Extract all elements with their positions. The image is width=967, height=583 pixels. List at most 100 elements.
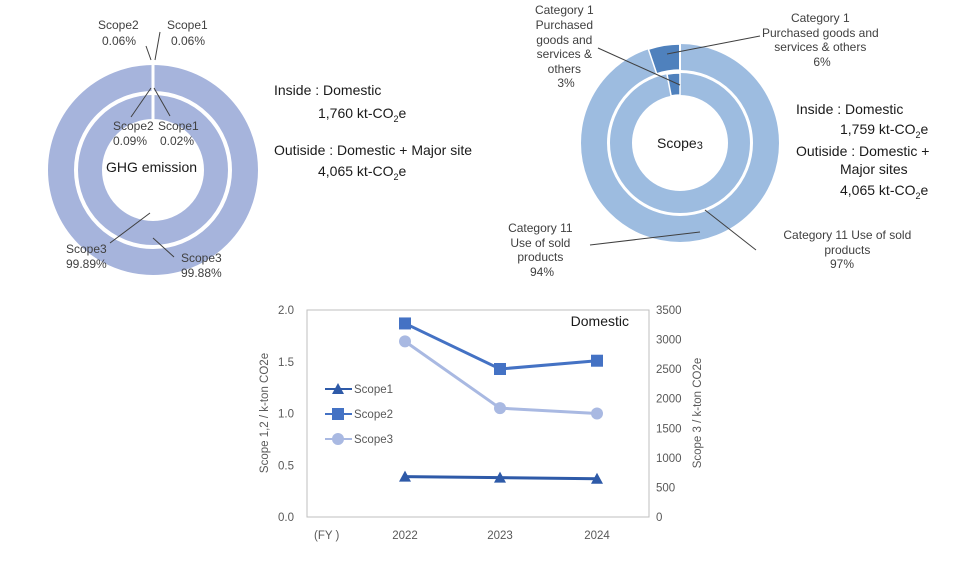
ghg-leader-inner-scope2 <box>130 87 152 118</box>
s3-cat11-inner-line4: 94% <box>530 265 554 279</box>
ghg-inner-scope1-pct: 0.02% <box>160 134 194 148</box>
right-tick-label: 3500 <box>656 305 682 317</box>
chart-title: Domestic <box>571 313 629 329</box>
s3-outside-title-2: Major sites <box>840 161 908 177</box>
s3-cat1-inner-line2: Purchased <box>536 18 593 32</box>
s3-outside-value: 4,065 kt-CO2e <box>840 182 929 201</box>
point-scope3 <box>591 407 603 420</box>
s3-inside-tail: e <box>921 121 929 137</box>
ghg-leader-inner-scope1 <box>153 87 171 117</box>
s3-cat11-outer-line1: Category 11 Use of sold <box>783 228 911 242</box>
legend: Scope1 Scope2 Scope3 <box>325 383 393 446</box>
right-tick-label: 2000 <box>656 394 682 406</box>
s3-cat1-inner-line5: others <box>548 62 581 76</box>
right-tick-label: 0 <box>656 512 662 524</box>
ghg-center-label: GHG emission <box>106 159 197 175</box>
s3-cat1-inner-label: Category 1 Purchased goods and services … <box>535 3 597 90</box>
ghg-donut: Scope2 0.06% Scope1 0.06% Scope2 0.09% S… <box>48 18 258 280</box>
right-tick-label: 3000 <box>656 335 682 347</box>
right-tick-label: 500 <box>656 482 675 494</box>
ghg-outside-value-num: 4,065 kt-CO <box>318 163 394 179</box>
ghg-outer-scope1-name: Scope1 <box>167 18 208 32</box>
plot-area-frame <box>306 309 650 518</box>
ghg-outer-scope3-pct: 99.88% <box>181 266 222 280</box>
ghg-leader-outer-scope3 <box>152 237 175 258</box>
s3-cat11-inner-line3: products <box>517 250 563 264</box>
right-tick-label: 2500 <box>656 364 682 376</box>
s3-outside-sub: 2 <box>915 191 920 201</box>
ghg-inside-sub: 2 <box>393 114 398 124</box>
ghg-outside-sub: 2 <box>393 172 398 182</box>
s3-center-sub: 3 <box>697 140 703 152</box>
ghg-outer-scope2-pct: 0.06% <box>102 34 136 48</box>
left-tick-label: 1.5 <box>278 357 294 369</box>
x-tick-label: 2023 <box>487 530 513 542</box>
right-tick-label: 1000 <box>656 453 682 465</box>
s3-leader-cat11-inner <box>589 231 701 246</box>
ghg-inside-value-num: 1,760 kt-CO <box>318 105 394 121</box>
ghg-outside-tail: e <box>399 163 407 179</box>
s3-inside-value: 1,759 kt-CO2e <box>840 121 929 140</box>
y-axis-left-label: Scope 1,2 / k-ton CO2e <box>259 353 271 473</box>
left-tick-label: 2.0 <box>278 305 294 317</box>
point-scope3 <box>399 335 411 348</box>
x-tick-label: 2022 <box>392 530 418 542</box>
s3-leader-cat1-outer <box>666 35 761 55</box>
ghg-outside-title: Outiside : Domestic + Major site <box>274 142 472 158</box>
ghg-leader-outer-scope1 <box>154 31 161 61</box>
s3-inside-value-num: 1,759 kt-CO <box>840 121 916 137</box>
s3-cat1-inner-line6: 3% <box>557 76 575 90</box>
s3-cat1-inner-line4: services & <box>537 47 592 61</box>
ghg-outside-value: 4,065 kt-CO2e <box>318 163 407 182</box>
point-scope1 <box>399 470 411 482</box>
s3-cat1-inner-line1: Category 1 <box>535 3 594 17</box>
s3-cat11-inner-label: Category 11 Use of sold products 94% <box>508 221 576 279</box>
ghg-totals: Inside : Domestic 1,760 kt-CO2e Outiside… <box>274 82 472 182</box>
s3-cat1-outer-line2: Purchased goods and <box>762 26 879 40</box>
s3-cat1-inner-line3: goods and <box>536 33 592 47</box>
legend-marker-scope2 <box>332 408 344 420</box>
ghg-inside-value: 1,760 kt-CO2e <box>318 105 407 124</box>
s3-cat11-inner-line1: Category 11 <box>508 221 573 235</box>
ghg-leader-inner-scope3 <box>109 212 151 244</box>
s3-cat11-outer-line2: products <box>824 243 870 257</box>
s3-leader-cat11-outer <box>704 209 757 251</box>
point-scope2 <box>494 362 506 375</box>
left-tick-label: 0.5 <box>278 460 294 472</box>
point-scope1 <box>591 472 603 484</box>
legend-marker-scope1 <box>332 383 344 394</box>
right-axis-ticks: 0 500 1000 1500 2000 2500 3000 3500 <box>656 305 682 524</box>
ghg-inner-scope2-name: Scope2 <box>113 119 154 133</box>
line-chart: Domestic 0.0 0.5 1.0 1.5 2.0 0 500 1000 1500 200… <box>259 305 704 542</box>
s3-outside-tail: e <box>921 182 929 198</box>
ghg-leader-outer-scope2 <box>145 45 152 61</box>
ghg-inner-scope3-name: Scope3 <box>66 242 107 256</box>
s3-leader-cat1-inner <box>597 47 681 86</box>
ghg-inner-scope1-name: Scope1 <box>158 119 199 133</box>
ghg-outer-scope1-pct: 0.06% <box>171 34 205 48</box>
left-axis-ticks: 0.0 0.5 1.0 1.5 2.0 <box>278 305 294 524</box>
x-tick-label: 2024 <box>584 530 610 542</box>
legend-label-scope3: Scope3 <box>354 434 393 446</box>
s3-outer-cat1-slice <box>647 43 681 75</box>
ghg-outer-scope2-name: Scope2 <box>98 18 139 32</box>
left-tick-label: 1.0 <box>278 409 294 421</box>
ghg-outer-scope3-name: Scope3 <box>181 251 222 265</box>
y-axis-right-label: Scope 3 / k-ton CO2e <box>692 358 704 469</box>
scope3-donut: Category 1 Purchased goods and services … <box>508 3 911 279</box>
point-scope2 <box>399 317 411 330</box>
ghg-inner-scope3-pct: 99.89% <box>66 257 107 271</box>
legend-label-scope1: Scope1 <box>354 384 393 396</box>
point-scope1 <box>494 471 506 483</box>
s3-cat11-inner-line2: Use of sold <box>510 236 570 250</box>
s3-outside-value-num: 4,065 kt-CO <box>840 182 916 198</box>
series-layer <box>399 317 603 484</box>
s3-inner-cat1-slice <box>666 72 681 97</box>
s3-cat1-outer-label: Category 1 Purchased goods and services … <box>762 11 882 69</box>
s3-cat11-outer-line3: 97% <box>830 257 854 271</box>
legend-marker-scope3 <box>332 433 344 445</box>
x-axis-prefix: (FY ) <box>314 530 340 542</box>
legend-label-scope2: Scope2 <box>354 409 393 421</box>
scope3-totals: Inside : Domestic 1,759 kt-CO2e Outiside… <box>796 101 929 201</box>
point-scope2 <box>591 354 603 367</box>
